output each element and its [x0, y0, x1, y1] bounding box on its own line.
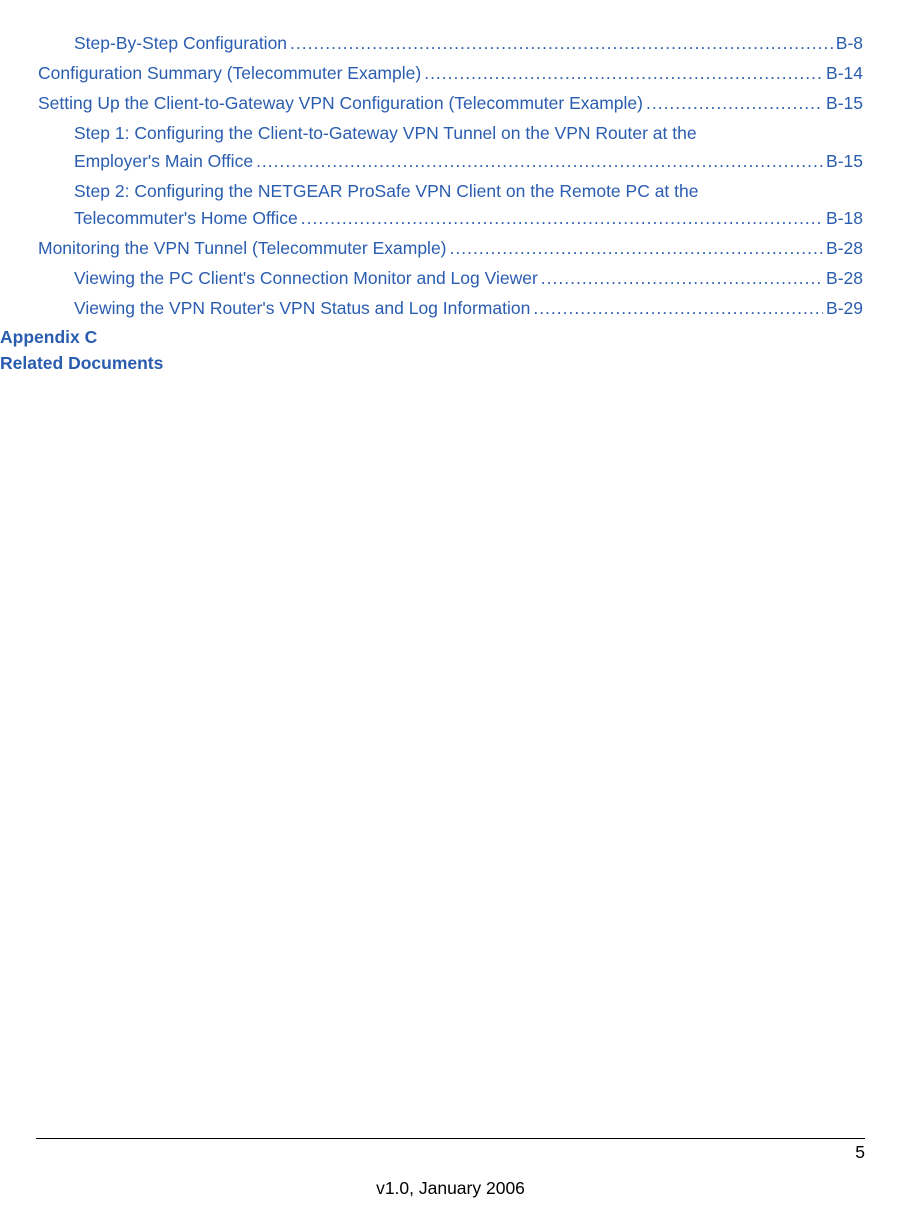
toc-entry[interactable]: Step 1: Configuring the Client-to-Gatewa…: [0, 120, 863, 174]
toc-text: Setting Up the Client-to-Gateway VPN Con…: [38, 90, 643, 117]
toc-text: Step-By-Step Configuration: [74, 30, 287, 57]
table-of-contents: Step-By-Step Configuration B-8 Configurat…: [0, 30, 863, 322]
toc-entry[interactable]: Step 2: Configuring the NETGEAR ProSafe …: [0, 178, 863, 232]
toc-leader-dots: [290, 36, 833, 57]
toc-entry[interactable]: Step-By-Step Configuration B-8: [0, 30, 863, 57]
toc-entry[interactable]: Viewing the PC Client's Connection Monit…: [0, 265, 863, 292]
toc-entry[interactable]: Monitoring the VPN Tunnel (Telecommuter …: [0, 235, 863, 262]
toc-text-line1: Step 1: Configuring the Client-to-Gatewa…: [74, 120, 863, 147]
toc-text-line2: Telecommuter's Home Office: [74, 205, 298, 232]
page-number: 5: [855, 1142, 865, 1163]
toc-entry[interactable]: Viewing the VPN Router's VPN Status and …: [0, 295, 863, 322]
toc-page-ref: B-15: [826, 90, 863, 117]
toc-page-ref: B-28: [826, 235, 863, 262]
toc-page-ref: B-8: [836, 30, 863, 57]
toc-page-ref: B-18: [826, 205, 863, 232]
toc-text: Configuration Summary (Telecommuter Exam…: [38, 60, 421, 87]
appendix-line2: Related Documents: [0, 351, 863, 376]
toc-leader-dots: [646, 96, 823, 117]
toc-page-ref: B-15: [826, 148, 863, 175]
toc-leader-dots: [301, 211, 823, 232]
toc-page-ref: B-14: [826, 60, 863, 87]
toc-entry[interactable]: Setting Up the Client-to-Gateway VPN Con…: [0, 90, 863, 117]
toc-text-line1: Step 2: Configuring the NETGEAR ProSafe …: [74, 178, 863, 205]
toc-page-ref: B-28: [826, 265, 863, 292]
toc-entry[interactable]: Configuration Summary (Telecommuter Exam…: [0, 60, 863, 87]
appendix-header[interactable]: Appendix C Related Documents: [0, 325, 863, 376]
footer-rule: [36, 1138, 865, 1139]
toc-text: Viewing the VPN Router's VPN Status and …: [74, 295, 530, 322]
footer-version: v1.0, January 2006: [0, 1178, 901, 1199]
toc-page-ref: B-29: [826, 295, 863, 322]
toc-leader-dots: [541, 271, 823, 292]
page-content: Step-By-Step Configuration B-8 Configurat…: [0, 0, 901, 376]
toc-leader-dots: [424, 66, 823, 87]
toc-leader-dots: [533, 301, 823, 322]
toc-text: Monitoring the VPN Tunnel (Telecommuter …: [38, 235, 447, 262]
toc-text-line2: Employer's Main Office: [74, 148, 253, 175]
toc-text: Viewing the PC Client's Connection Monit…: [74, 265, 538, 292]
toc-leader-dots: [450, 241, 824, 262]
toc-leader-dots: [256, 154, 823, 175]
appendix-line1: Appendix C: [0, 325, 863, 350]
